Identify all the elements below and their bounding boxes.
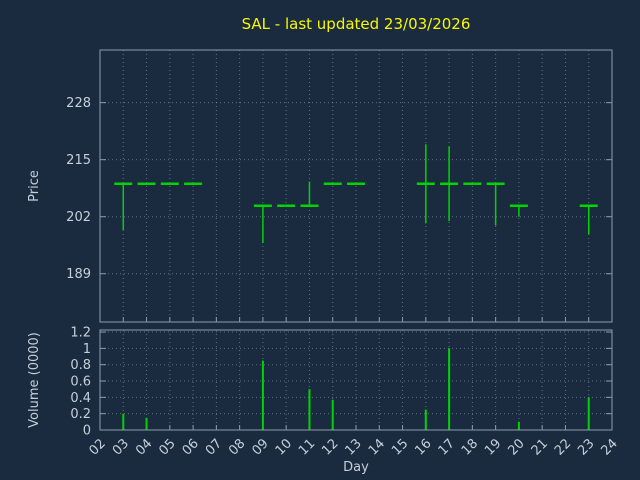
- grid-lines: [99, 50, 613, 431]
- x-tick-label: 14: [366, 436, 388, 458]
- x-tick-label: 21: [529, 436, 551, 458]
- x-tick-label: 22: [552, 436, 574, 458]
- x-tick-label: 23: [575, 436, 597, 458]
- x-tick-label: 12: [319, 436, 341, 458]
- x-tick-label: 20: [505, 436, 527, 458]
- x-tick-label: 16: [412, 436, 434, 458]
- x-tick-label: 11: [296, 436, 318, 458]
- x-tick-label: 13: [343, 436, 365, 458]
- x-tick-label: 09: [249, 436, 271, 458]
- volume-axis-label: Volume (0000): [27, 332, 42, 428]
- x-tick-label: 04: [133, 436, 155, 458]
- volume-tick-label: 1.2: [70, 326, 91, 341]
- volume-series: [122, 348, 590, 430]
- x-tick-label: 08: [226, 436, 248, 458]
- x-tick-label: 05: [156, 436, 178, 458]
- volume-panel-frame: [99, 329, 613, 431]
- volume-tick-label: 0.4: [70, 391, 91, 406]
- price-panel-frame: [99, 49, 613, 323]
- x-tick-label: 18: [459, 436, 481, 458]
- x-tick-label: 02: [87, 436, 109, 458]
- volume-tick-label: 1: [83, 342, 91, 357]
- price-tick-label: 215: [66, 153, 91, 168]
- x-tick-label: 17: [436, 436, 458, 458]
- price-axis-label: Price: [27, 170, 42, 202]
- x-tick-label: 10: [273, 436, 295, 458]
- x-tick-label: 19: [482, 436, 504, 458]
- x-tick-label: 06: [180, 436, 202, 458]
- price-series: [114, 144, 598, 244]
- volume-tick-label: 0.8: [70, 358, 91, 373]
- tick-labels: 02 03 04 05 06 07 08 09 10 11 12 13 14 15 16 17 18 19 20 21…: [66, 96, 621, 458]
- chart-title: SAL - last updated 23/03/2026: [242, 15, 471, 33]
- x-tick-label: 15: [389, 436, 411, 458]
- x-axis-label: Day: [343, 460, 369, 475]
- x-tick-label: 24: [599, 436, 621, 458]
- price-tick-label: 189: [66, 267, 91, 282]
- volume-tick-label: 0: [83, 424, 91, 439]
- price-tick-label: 228: [66, 96, 91, 111]
- volume-tick-label: 0.2: [70, 407, 91, 422]
- volume-tick-label: 0.6: [70, 375, 91, 390]
- price-tick-label: 202: [66, 210, 91, 225]
- x-tick-label: 07: [203, 436, 225, 458]
- x-tick-label: 03: [110, 436, 132, 458]
